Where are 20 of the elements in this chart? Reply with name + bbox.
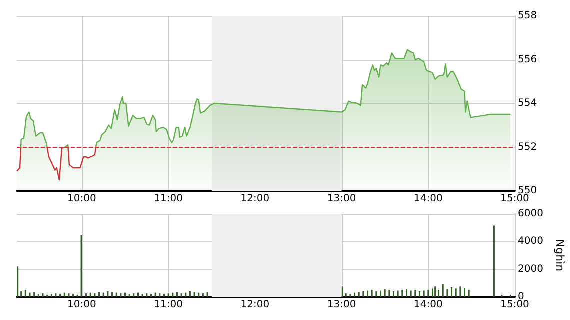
y-tick-label: 552 <box>518 142 538 153</box>
y-tick-label: 554 <box>518 98 538 109</box>
x-tick-label: 14:00 <box>414 300 443 310</box>
x-tick-label: 13:00 <box>327 300 356 310</box>
y-tick-label: 4000 <box>518 236 544 248</box>
y-tick-label: 558 <box>518 10 538 22</box>
x-tick-label: 15:00 <box>500 300 530 310</box>
y-tick-label: 556 <box>518 54 538 66</box>
y-tick-label: 2000 <box>518 264 544 275</box>
x-tick-label: 15:00 <box>500 194 530 204</box>
y-axis-title: Nghìn <box>553 239 566 272</box>
x-tick-label: 13:00 <box>327 194 356 204</box>
x-tick-label: 10:00 <box>68 194 96 204</box>
x-tick-label: 11:00 <box>154 194 183 204</box>
y-tick-label: 6000 <box>518 208 544 220</box>
x-tick-label: 12:00 <box>240 300 270 310</box>
x-tick-label: 12:00 <box>240 194 270 204</box>
x-tick-label: 11:00 <box>154 300 183 310</box>
x-tick-label: 10:00 <box>68 300 96 310</box>
x-tick-label: 14:00 <box>414 194 443 204</box>
